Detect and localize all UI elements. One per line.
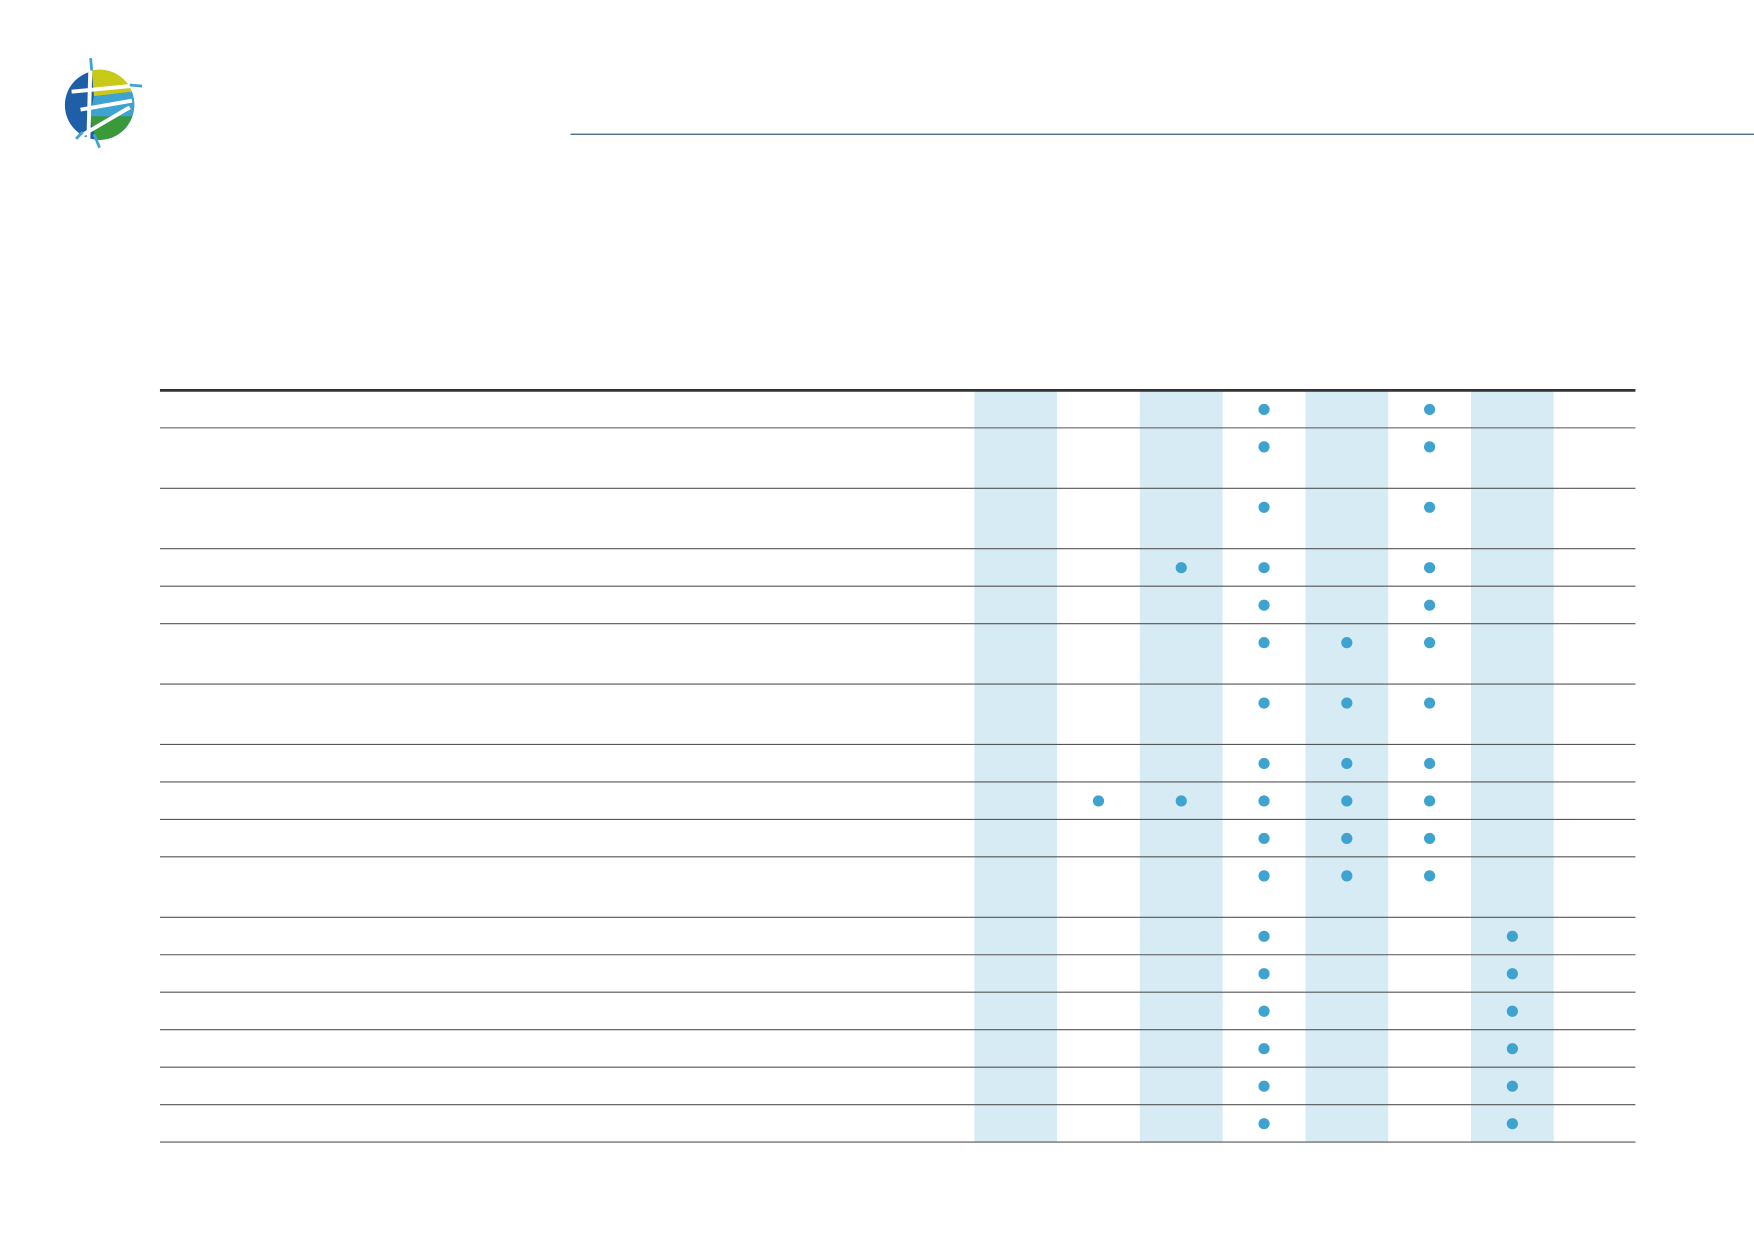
dot bbox=[1424, 757, 1436, 770]
dot bbox=[1424, 501, 1436, 513]
dot bbox=[1424, 795, 1436, 807]
dot bbox=[1258, 637, 1270, 649]
dot bbox=[1341, 870, 1353, 882]
dot bbox=[1424, 832, 1436, 845]
dot bbox=[1506, 968, 1518, 980]
dot bbox=[1424, 599, 1436, 611]
dot bbox=[1175, 795, 1187, 807]
dot bbox=[1258, 562, 1270, 574]
dot bbox=[1258, 1043, 1270, 1055]
dot bbox=[1506, 930, 1518, 942]
dot bbox=[1424, 403, 1436, 416]
dot bbox=[1424, 637, 1436, 649]
dot bbox=[1341, 757, 1353, 770]
dot bbox=[1341, 795, 1353, 807]
dot bbox=[1092, 795, 1105, 807]
dot bbox=[1258, 1005, 1270, 1017]
dot bbox=[1258, 930, 1270, 942]
dot bbox=[1258, 599, 1270, 611]
dot bbox=[1506, 1118, 1518, 1130]
dot bbox=[1424, 441, 1436, 453]
dot bbox=[1258, 832, 1270, 845]
dot bbox=[1258, 870, 1270, 882]
logo bbox=[64, 58, 143, 149]
dot bbox=[1258, 968, 1270, 980]
dot bbox=[1506, 1005, 1518, 1017]
column-shade bbox=[1470, 391, 1554, 1143]
dot bbox=[1341, 637, 1353, 649]
table bbox=[159, 389, 1636, 1143]
column-shade bbox=[974, 391, 1058, 1143]
dot bbox=[1341, 697, 1353, 709]
dot bbox=[1424, 870, 1436, 882]
dot bbox=[1258, 1080, 1270, 1092]
dot bbox=[1258, 403, 1270, 416]
column-shade bbox=[1139, 391, 1223, 1143]
dot bbox=[1506, 1080, 1518, 1092]
dot bbox=[1258, 757, 1270, 770]
dot bbox=[1258, 697, 1270, 709]
dot bbox=[1258, 441, 1270, 453]
dot bbox=[1506, 1043, 1518, 1055]
dot bbox=[1175, 562, 1187, 574]
dot bbox=[1424, 697, 1436, 709]
dot bbox=[1258, 1118, 1270, 1130]
dot bbox=[1258, 795, 1270, 807]
dot bbox=[1424, 562, 1436, 574]
dot bbox=[1258, 501, 1270, 513]
dot bbox=[1341, 832, 1353, 845]
